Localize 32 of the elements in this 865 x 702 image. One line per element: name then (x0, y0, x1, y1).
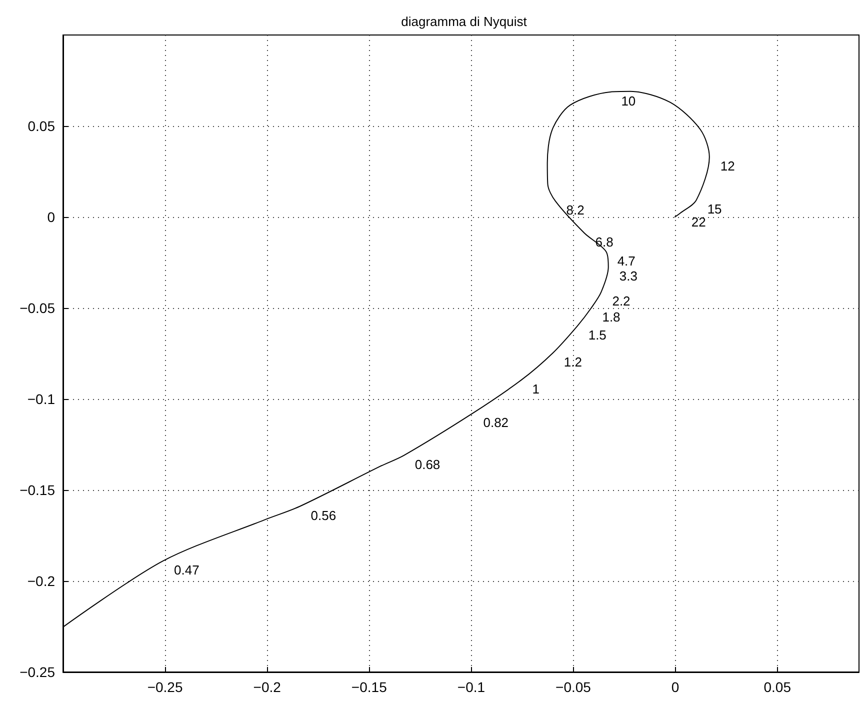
x-tick-label: 0.05 (764, 679, 792, 695)
annotation: 2.2 (612, 293, 630, 308)
y-tick-label: −0.1 (27, 391, 56, 407)
y-tick-label: −0.25 (20, 664, 56, 680)
annotation: 0.47 (174, 562, 200, 578)
annotation: 0.56 (310, 508, 336, 523)
x-tick-label: −0.25 (147, 679, 183, 695)
annotation: 0.82 (483, 415, 509, 430)
annotation: 15 (707, 202, 722, 217)
annotation: 1.2 (564, 354, 582, 370)
annotation: 8.2 (566, 202, 584, 218)
x-tick-label: −0.05 (556, 679, 592, 695)
annotation: 3.3 (619, 268, 638, 284)
annotation: 12 (720, 158, 735, 174)
x-tick-label: −0.2 (253, 679, 282, 695)
annotation: 1.5 (588, 328, 606, 343)
annotation: 4.7 (617, 253, 636, 268)
annotation: 22 (691, 214, 706, 230)
annotation: 1.8 (602, 310, 620, 324)
annotation: 1 (532, 382, 540, 397)
x-tick-label: −0.15 (351, 679, 388, 695)
annotation: 10 (621, 93, 636, 108)
x-tick-label: 0 (671, 679, 680, 695)
annotation: 0.68 (414, 456, 440, 472)
y-tick-label: −0.15 (20, 482, 56, 498)
y-tick-label: −0.05 (20, 300, 56, 316)
annotation: 6.8 (595, 234, 614, 250)
y-tick-label: −0.2 (27, 573, 56, 589)
x-tick-label: −0.1 (457, 679, 486, 695)
y-tick-label: 0.05 (28, 118, 56, 134)
chart-title: diagramma di Nyquist (401, 14, 528, 29)
y-tick-label: 0 (47, 209, 56, 225)
